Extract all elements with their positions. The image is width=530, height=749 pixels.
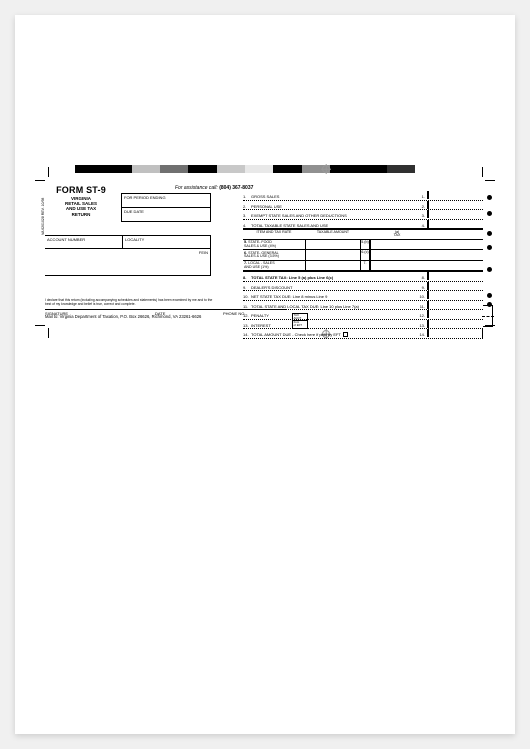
mailto-address: Mail to: Virginia Department of Taxation… (45, 314, 201, 319)
grid-row: 7. LOCAL - SALESAND USE (1%) 7. (243, 261, 483, 272)
form-subtitle: VIRGINIARETAIL SALESAND USE TAXRETURN (45, 196, 117, 217)
registration-mark (322, 165, 330, 173)
locality-label: LOCALITY (123, 236, 210, 248)
declaration-text: I declare that this return (including ac… (45, 299, 215, 306)
assist-label: For assistance call: (175, 185, 218, 191)
crop-mark (35, 325, 45, 326)
tax-line: 3. EXEMPT STATE SALES AND OTHER DEDUCTIO… (243, 210, 483, 220)
tax-line: 14. TOTAL AMOUNT DUE - Check here if pai… (243, 329, 483, 339)
tax-line: 1. GROSS SALES 1. (243, 191, 483, 201)
tear-guide (483, 305, 493, 327)
crop-mark (48, 167, 49, 177)
form-number: FORM ST-9 (45, 185, 117, 195)
crop-mark (482, 167, 483, 177)
row-marker-bullet (487, 195, 492, 200)
tax-line: 11. TOTAL STATE AND LOCAL TAX DUE: Line … (243, 301, 483, 311)
tax-line: 8. TOTAL STATE TAX: Line 5 (a) plus Line… (243, 272, 483, 282)
period-box: FOR PERIOD ENDING DUE DATE (121, 193, 211, 222)
grid-row: 5. STATE- FOODSALES & USE (4%) 5.(b) (243, 240, 483, 251)
row-marker-bullet (487, 267, 492, 272)
color-calibration-bar (75, 165, 415, 173)
fein-label: FEIN (45, 248, 210, 275)
tax-line: 10. NET STATE TAX DUE: Line 8 minus Line… (243, 291, 483, 301)
period-ending-label: FOR PERIOD ENDING (122, 194, 210, 201)
tax-line: 12. PENALTY 12. (243, 310, 483, 320)
crop-mark (48, 328, 49, 338)
row-marker-bullet (487, 302, 492, 307)
eft-account-stub: TAX ACCT from of EFT (292, 313, 308, 329)
row-marker-bullet (487, 293, 492, 298)
tax-lines-section: 1. GROSS SALES 1. 2. PERSONAL USE 2. 3. … (243, 191, 483, 339)
row-marker-bullet (487, 245, 492, 250)
row-marker-bullet (487, 231, 492, 236)
tax-line: 13. INTEREST 13. (243, 320, 483, 330)
grid-header: ITEM AND TAX RATE TAXABLE AMOUNT (a)TAX (243, 229, 483, 240)
page: FORM ST-9 VIRGINIARETAIL SALESAND USE TA… (15, 15, 515, 734)
tax-line: 2. PERSONAL USE 2. (243, 201, 483, 211)
due-date-label: DUE DATE (122, 207, 210, 215)
form-title-block: FORM ST-9 VIRGINIARETAIL SALESAND USE TA… (45, 185, 117, 217)
tax-line: 9. DEALER'S DISCOUNT 9. (243, 282, 483, 292)
grid-row: 6. STATE- GENERALSALES & USE (3.5%) 6.(c… (243, 250, 483, 261)
assistance-line: For assistance call: (804) 367-8037 (175, 185, 253, 191)
tax-line: 4. TOTAL TAXABLE STATE SALES AND USE 4. (243, 220, 483, 230)
account-box: ACCOUNT NUMBER LOCALITY FEIN (45, 235, 211, 276)
row-marker-bullet (487, 211, 492, 216)
account-number-label: ACCOUNT NUMBER (45, 236, 123, 248)
crop-mark (485, 180, 495, 181)
form-revision-code: VA 6201028 REV. 10/98 (41, 175, 45, 235)
